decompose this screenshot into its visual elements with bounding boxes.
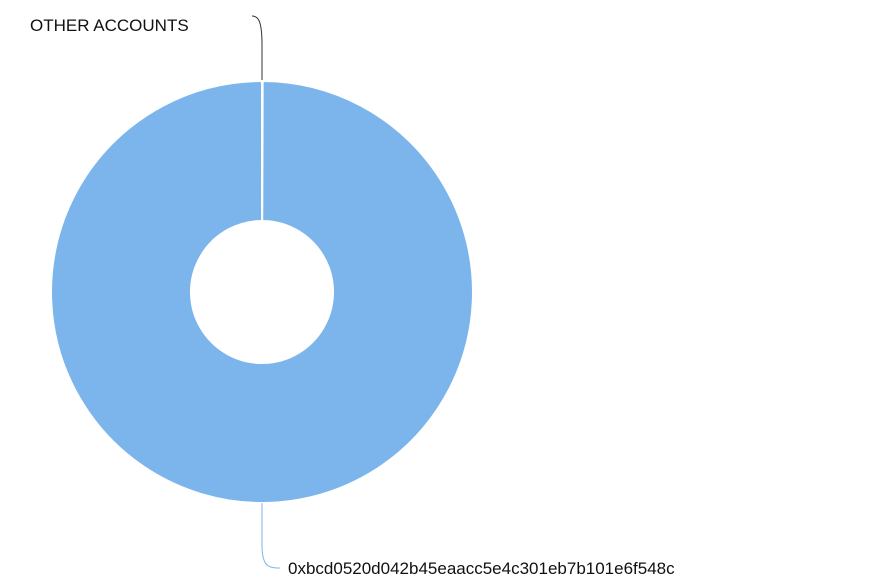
slices-group — [50, 79, 474, 504]
connector-line-0 — [251, 15, 263, 80]
labels-group: OTHER ACCOUNTS 0xbcd0520d042b45eaacc5e4c3… — [30, 16, 675, 578]
pie-slice-1[interactable] — [50, 79, 474, 504]
slice-label-1: 0xbcd0520d042b45eaacc5e4c301eb7b101e6f54… — [288, 559, 675, 578]
connectors-group — [251, 15, 281, 569]
connector-line-1 — [261, 503, 281, 569]
slice-label-0: OTHER ACCOUNTS — [30, 16, 189, 35]
